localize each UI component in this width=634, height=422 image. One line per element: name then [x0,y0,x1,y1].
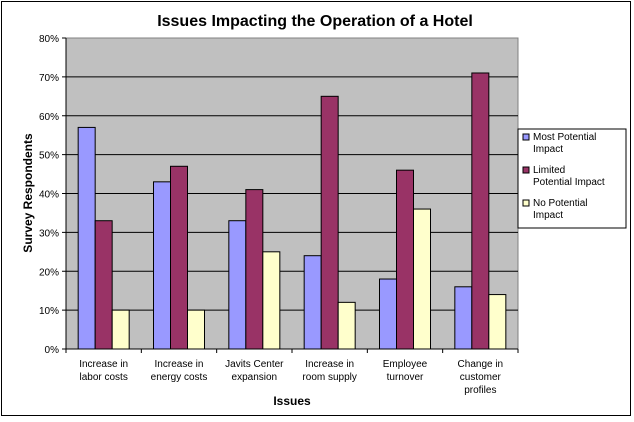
x-category-label: Increase in labor costs [79,359,128,383]
x-category-label: Increase in room supply [302,359,356,383]
bar [245,189,264,350]
bar [77,126,96,350]
bar [396,169,414,350]
legend-box [517,128,627,229]
legend-swatch [522,199,530,207]
bar [111,309,130,350]
y-tick-label: 80% [39,34,59,45]
y-tick-label: 10% [39,306,59,317]
legend-label: No Potential Impact [533,198,587,221]
bar [320,95,339,350]
bar [170,165,188,350]
legend-label: Limited Potential Impact [533,165,605,188]
legend: Most Potential Impact Limited Potential Imp… [517,128,627,229]
chart-title: Issues Impacting the Operation of a Hote… [157,13,473,30]
y-tick-label: 40% [39,190,59,201]
legend-swatch [522,166,530,174]
bar [228,220,247,350]
y-tick-label: 70% [39,73,59,84]
y-tick-label: 60% [39,112,59,123]
bar-chart: Issues Impacting the Operation of a Hote… [21,13,627,408]
y-tick-label: 20% [39,267,59,278]
bar [94,220,113,350]
bar [413,208,431,350]
legend-label: Most Potential Impact [533,132,596,155]
bar [303,255,322,350]
bars [77,72,507,350]
x-category-label: Increase in energy costs [151,359,208,383]
bar [262,251,281,350]
chart-frame: Issues Impacting the Operation of a Hote… [1,1,631,416]
legend-swatch [522,133,530,141]
bar [454,286,473,350]
y-axis-title: Survey Respondents [21,133,35,253]
x-category-label: Javits Center expansion [225,359,284,383]
bar [471,72,490,350]
x-axis-title: Issues [273,394,311,408]
bar [337,301,356,350]
x-category-label: Employee turnover [383,359,428,383]
y-tick-label: 30% [39,228,59,239]
bar [379,278,397,350]
bar [153,181,171,350]
bar [187,309,205,350]
x-category-label: Change in customer profiles [458,359,504,396]
bar [488,294,507,350]
y-tick-label: 50% [39,151,59,162]
gridlines [66,76,518,311]
y-tick-label: 0% [45,345,60,356]
x-axis-categories: Increase in labor costs Increase in energy … [65,349,519,396]
